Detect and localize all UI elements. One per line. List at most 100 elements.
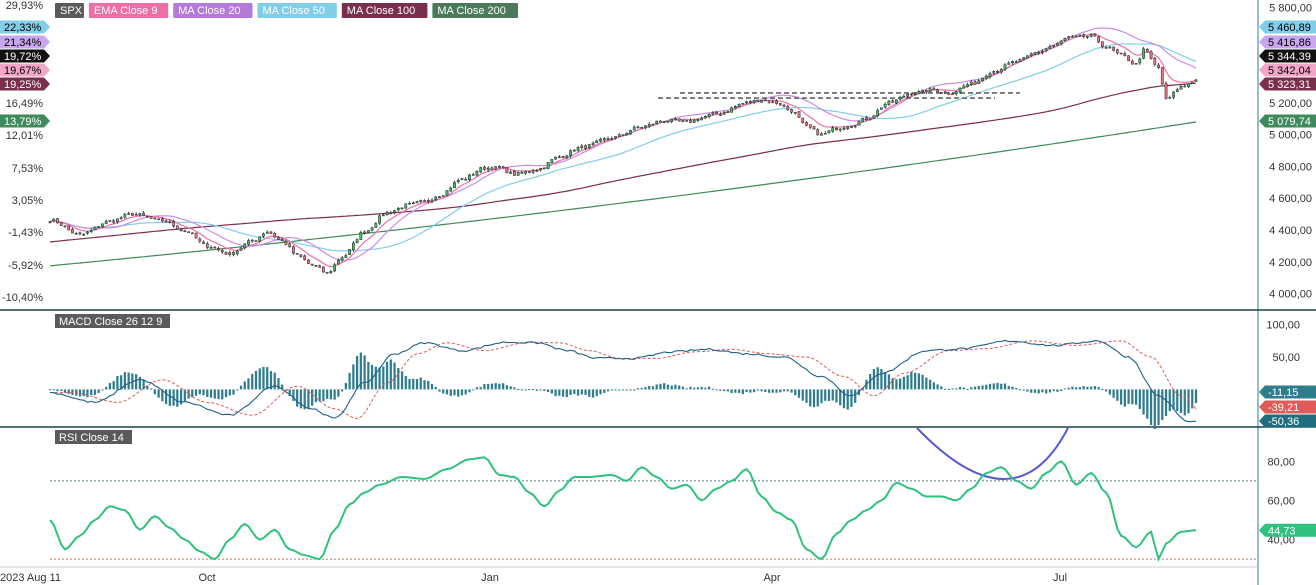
macd-bar	[573, 389, 576, 395]
pct-badge: 22,33%	[0, 20, 50, 34]
candle	[793, 112, 797, 115]
candle	[1187, 83, 1190, 89]
candle-body	[456, 180, 460, 183]
price-panel[interactable]	[48, 27, 1198, 275]
macd-bar	[299, 389, 303, 409]
candle-body	[617, 134, 621, 137]
candle	[670, 118, 674, 124]
candle-body	[74, 233, 78, 235]
pct-tick-label: -10,40%	[2, 292, 43, 304]
candle-body	[217, 248, 220, 251]
macd-bar	[1146, 389, 1149, 419]
macd-bar	[730, 389, 733, 394]
macd-bar	[135, 374, 138, 390]
candle	[1172, 91, 1175, 100]
candle	[232, 251, 235, 257]
candle-body	[1082, 34, 1086, 37]
candle-body	[610, 138, 614, 140]
macd-bar	[311, 389, 314, 406]
candle-body	[632, 126, 636, 131]
candle-body	[322, 266, 325, 273]
macd-bar	[460, 389, 464, 396]
candle	[891, 99, 895, 103]
candle-body	[880, 107, 883, 110]
candle	[1123, 51, 1127, 57]
candle	[116, 218, 119, 224]
candle-body	[745, 101, 748, 104]
candle	[827, 130, 831, 134]
candle-body	[1097, 36, 1100, 43]
macd-bar	[393, 362, 396, 390]
macd-bar	[146, 385, 149, 390]
candle	[112, 218, 116, 224]
candle-body	[378, 215, 381, 224]
legend-label: EMA Close 9	[94, 5, 158, 17]
candle	[340, 256, 344, 262]
candle	[220, 248, 224, 254]
price-badge-shape	[1259, 63, 1316, 77]
macd-bar	[479, 387, 482, 390]
candle	[808, 124, 812, 130]
macd-bar	[472, 389, 475, 391]
candle-body	[516, 172, 520, 176]
macd-bar	[902, 376, 906, 390]
candle-body	[700, 117, 704, 121]
candle-body	[1187, 83, 1190, 88]
candle	[924, 89, 928, 95]
candle-body	[213, 246, 217, 249]
macd-bar	[711, 388, 715, 390]
candle	[351, 241, 355, 252]
candle	[524, 171, 527, 175]
macd-bar	[771, 389, 774, 393]
candle-body	[737, 104, 741, 108]
candle	[119, 215, 123, 220]
candle-body	[782, 104, 786, 107]
drawn-arc[interactable]	[916, 427, 1069, 480]
candle-body	[333, 264, 336, 272]
candle-body	[1130, 60, 1134, 65]
candle	[1115, 48, 1119, 55]
candle-body	[1138, 58, 1142, 64]
candle-body	[790, 109, 793, 113]
macd-bar	[1127, 389, 1130, 404]
macd-bar	[191, 389, 194, 398]
candle	[408, 201, 411, 205]
macd-bar	[816, 389, 819, 407]
macd-bar	[378, 367, 381, 390]
price-tick-label: 5 200,00	[1269, 98, 1312, 110]
candle-body	[247, 240, 250, 245]
candle	[704, 115, 707, 119]
macd-bar	[127, 372, 130, 390]
candle-body	[97, 226, 101, 228]
macd-bar	[228, 389, 231, 396]
macd-bar	[651, 386, 655, 390]
candle	[172, 219, 175, 228]
macd-histogram	[48, 352, 1198, 430]
candle-body	[591, 142, 595, 145]
macd-panel[interactable]	[48, 339, 1198, 430]
candle	[262, 232, 265, 239]
macd-bar	[831, 389, 834, 401]
macd-bar	[887, 374, 891, 390]
candle-body	[528, 171, 531, 173]
candle	[910, 92, 913, 97]
macd-line	[49, 339, 1197, 423]
macd-bar	[775, 389, 778, 393]
candle-body	[685, 120, 689, 122]
candle	[1093, 33, 1097, 37]
macd-bar	[1142, 389, 1145, 415]
candle-body	[535, 170, 539, 172]
candle-body	[850, 126, 853, 128]
candle-body	[1071, 35, 1074, 38]
macd-bar	[584, 389, 587, 395]
candle-body	[1112, 46, 1115, 51]
rsi-panel[interactable]	[49, 427, 1258, 562]
price-tick-label: 4 800,00	[1269, 161, 1312, 173]
candle	[1033, 52, 1037, 56]
ma50-line	[49, 43, 1197, 252]
candle-body	[1018, 59, 1022, 62]
macd-bar	[78, 389, 82, 397]
candle-body	[674, 118, 677, 120]
